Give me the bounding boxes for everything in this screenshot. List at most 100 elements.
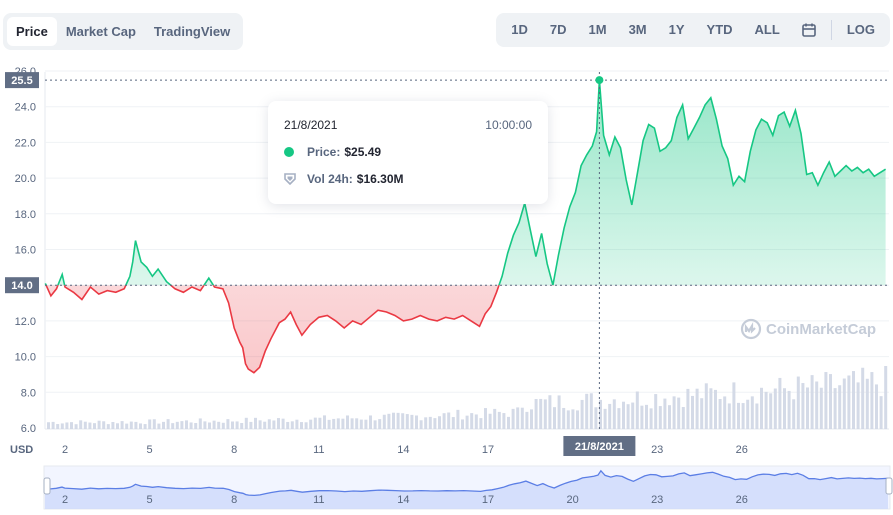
volume-bar xyxy=(162,421,165,429)
volume-bar xyxy=(313,417,317,429)
volume-bar xyxy=(548,395,552,429)
tab-price[interactable]: Price xyxy=(7,17,57,46)
volume-bar xyxy=(714,389,717,429)
volume-bar xyxy=(553,407,556,429)
calendar-icon[interactable] xyxy=(791,17,827,43)
range-all-button[interactable]: ALL xyxy=(754,22,780,37)
volume-bar xyxy=(658,406,662,429)
volume-bar xyxy=(447,412,451,429)
price-area-up xyxy=(45,80,886,286)
volume-bar xyxy=(157,423,161,429)
volume-bar xyxy=(295,419,299,429)
volume-bar xyxy=(244,417,248,429)
volume-bar xyxy=(198,418,202,429)
volume-bar xyxy=(332,418,336,429)
tooltip-time: 10:00:00 xyxy=(485,118,532,132)
volume-bar xyxy=(277,418,280,429)
volume-bar xyxy=(221,422,225,429)
range-7d-button[interactable]: 7D xyxy=(549,22,567,37)
volume-bar xyxy=(741,403,745,429)
volume-bar xyxy=(801,383,805,429)
volume-bar xyxy=(557,395,561,429)
price-line-up xyxy=(44,80,887,286)
navigator-area xyxy=(45,470,888,509)
volume-bar xyxy=(737,402,740,429)
volume-bar xyxy=(677,397,681,429)
volume-bar xyxy=(152,419,156,429)
volume-bar xyxy=(635,391,639,429)
volume-bar xyxy=(700,398,704,429)
hover-y-label-bg xyxy=(5,72,39,89)
volume-bar xyxy=(60,423,64,429)
volume-bar xyxy=(488,413,492,429)
navigator-tick-label: 2 xyxy=(62,494,68,506)
navigator-tick-label: 8 xyxy=(231,494,237,506)
volume-bar xyxy=(102,421,106,429)
volume-bar xyxy=(879,396,883,429)
volume-bar xyxy=(723,396,727,429)
price-dot-icon xyxy=(284,147,294,157)
y-tick-label: 16.0 xyxy=(15,245,36,257)
volume-bar xyxy=(166,419,170,429)
volume-bar xyxy=(824,372,828,429)
volume-bar xyxy=(497,411,501,429)
volume-bar xyxy=(249,421,253,429)
navigator-tick-label: 23 xyxy=(651,494,663,506)
volume-bar xyxy=(465,415,469,429)
volume-bar xyxy=(672,396,676,429)
baseline-label-bg xyxy=(5,277,39,294)
volume-bar xyxy=(603,408,607,429)
volume-bar xyxy=(139,423,142,429)
volume-bar xyxy=(304,422,308,429)
volume-bar xyxy=(571,409,575,429)
volume-bar xyxy=(875,384,878,429)
volume-bar xyxy=(852,371,855,429)
navigator-tick-label: 17 xyxy=(482,494,494,506)
volume-bar xyxy=(378,419,382,429)
volume-bar xyxy=(433,418,437,429)
volume-bar xyxy=(129,421,133,429)
hover-y-label: 25.5 xyxy=(11,75,32,87)
range-1y-button[interactable]: 1Y xyxy=(668,22,685,37)
range-3m-button[interactable]: 3M xyxy=(628,22,647,37)
volume-bar xyxy=(180,421,184,429)
volume-bar xyxy=(355,418,359,429)
volume-bar xyxy=(516,407,520,429)
volume-bar xyxy=(401,413,405,429)
volume-bar xyxy=(185,420,188,429)
navigator-handle[interactable] xyxy=(885,477,893,495)
range-ytd-button[interactable]: YTD xyxy=(706,22,733,37)
volume-bar xyxy=(562,407,566,429)
price-line-down xyxy=(45,285,554,374)
volume-bar xyxy=(640,405,644,429)
volume-bar xyxy=(300,422,303,429)
log-scale-button[interactable]: LOG xyxy=(846,22,875,37)
volume-bar xyxy=(419,420,423,429)
volume-bar xyxy=(106,424,110,429)
volume-bar xyxy=(336,418,340,429)
volume-bar xyxy=(405,414,409,429)
volume-bar xyxy=(750,396,754,429)
range-1d-button[interactable]: 1D xyxy=(511,22,528,37)
tooltip-volume-value: $16.30M xyxy=(356,172,404,186)
volume-bar xyxy=(143,424,147,429)
volume-bar xyxy=(838,385,842,429)
tab-market-cap[interactable]: Market Cap xyxy=(65,24,136,39)
coinmarketcap-logo-icon xyxy=(740,318,762,340)
volume-bar xyxy=(148,419,152,429)
volume-bar xyxy=(175,421,179,429)
y-tick-label: 20.0 xyxy=(15,173,36,185)
tab-tradingview[interactable]: TradingView xyxy=(153,24,231,39)
volume-bar xyxy=(281,418,285,429)
volume-bar xyxy=(691,395,694,429)
volume-shield-icon xyxy=(284,173,296,185)
volume-bar xyxy=(769,393,773,429)
volume-bar xyxy=(576,410,579,429)
volume-bar xyxy=(645,404,648,429)
range-1m-button[interactable]: 1M xyxy=(588,22,607,37)
x-tick-label: 23 xyxy=(651,444,663,456)
volume-bar xyxy=(493,408,497,429)
volume-bar xyxy=(760,387,763,429)
navigator-handle[interactable] xyxy=(43,477,51,495)
